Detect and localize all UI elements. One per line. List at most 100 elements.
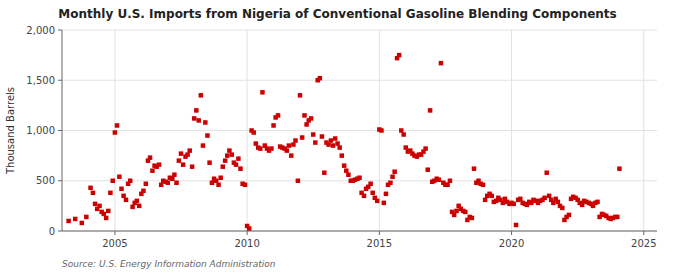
point — [124, 198, 128, 203]
point — [230, 152, 235, 157]
point — [425, 167, 430, 172]
point — [236, 156, 241, 161]
point — [254, 141, 258, 146]
point — [205, 133, 210, 138]
point — [296, 179, 301, 184]
point — [225, 153, 230, 158]
x-axis: 2005 2010 2015 2020 2025 — [102, 231, 656, 249]
point — [117, 174, 122, 179]
point — [192, 116, 197, 121]
point — [106, 209, 111, 214]
point — [397, 53, 402, 58]
x-tick-label: 2015 — [367, 238, 392, 249]
point — [185, 152, 190, 157]
point — [337, 145, 342, 150]
point — [172, 172, 177, 177]
point — [542, 196, 547, 201]
point — [285, 148, 290, 153]
point — [84, 215, 89, 220]
point — [481, 183, 486, 188]
point — [216, 183, 221, 188]
point — [472, 166, 477, 171]
point — [210, 181, 215, 186]
point — [190, 164, 195, 169]
point — [375, 199, 380, 204]
source-note: Source: U.S. Energy Information Administ… — [62, 259, 276, 269]
point — [511, 202, 516, 207]
point — [104, 216, 109, 221]
point — [223, 158, 228, 163]
point — [399, 128, 404, 133]
point — [362, 194, 367, 199]
point — [489, 194, 494, 199]
point — [567, 213, 572, 218]
point — [221, 164, 226, 169]
grid-line-y — [62, 80, 657, 81]
point — [218, 175, 223, 180]
point — [470, 216, 475, 221]
point — [300, 135, 305, 140]
point — [331, 143, 336, 148]
x-tick — [511, 231, 512, 235]
point — [91, 191, 96, 196]
point — [595, 200, 600, 205]
x-axis-line — [62, 231, 657, 232]
point — [287, 143, 292, 148]
point — [194, 108, 199, 113]
point — [615, 215, 620, 220]
x-tick-label: 2025 — [631, 238, 656, 249]
grid-line-y — [62, 30, 657, 31]
point — [333, 136, 338, 141]
point — [320, 134, 325, 139]
point — [258, 146, 263, 151]
point — [463, 210, 468, 215]
point — [311, 132, 316, 137]
point — [428, 108, 433, 113]
point — [108, 191, 113, 196]
point — [556, 200, 561, 205]
point — [137, 204, 142, 209]
point — [181, 162, 186, 167]
point — [80, 221, 85, 226]
point — [135, 199, 140, 204]
point — [276, 113, 281, 118]
point — [342, 163, 347, 168]
x-tick — [643, 231, 644, 235]
point — [271, 123, 276, 128]
x-tick-label: 2010 — [234, 238, 259, 249]
point — [207, 160, 212, 165]
x-tick-label: 2005 — [102, 238, 127, 249]
point — [293, 138, 298, 143]
point — [66, 219, 71, 224]
point — [93, 202, 98, 207]
point — [289, 153, 294, 158]
point — [73, 217, 78, 222]
y-tick-label: 0 — [49, 226, 55, 237]
point — [170, 176, 175, 181]
point — [547, 194, 552, 199]
grid-line-x — [247, 30, 248, 231]
point — [335, 141, 340, 146]
y-tick — [58, 180, 62, 181]
point — [423, 146, 428, 151]
point — [234, 162, 239, 167]
point — [179, 151, 184, 156]
point — [302, 113, 307, 118]
point — [445, 183, 450, 188]
x-tick — [379, 231, 380, 235]
grid-line-y — [62, 231, 657, 232]
point — [384, 192, 389, 197]
point — [388, 181, 393, 186]
point — [318, 76, 323, 81]
point — [322, 170, 327, 175]
point — [454, 209, 459, 214]
points — [66, 53, 621, 231]
point — [214, 179, 219, 184]
point — [119, 187, 124, 192]
y-tick-label: 1,000 — [26, 125, 55, 136]
point — [97, 204, 102, 209]
y-tick — [58, 130, 62, 131]
y-axis: 05001,0001,5002,000 — [26, 25, 62, 237]
point — [157, 162, 162, 167]
x-tick-label: 2020 — [499, 238, 524, 249]
